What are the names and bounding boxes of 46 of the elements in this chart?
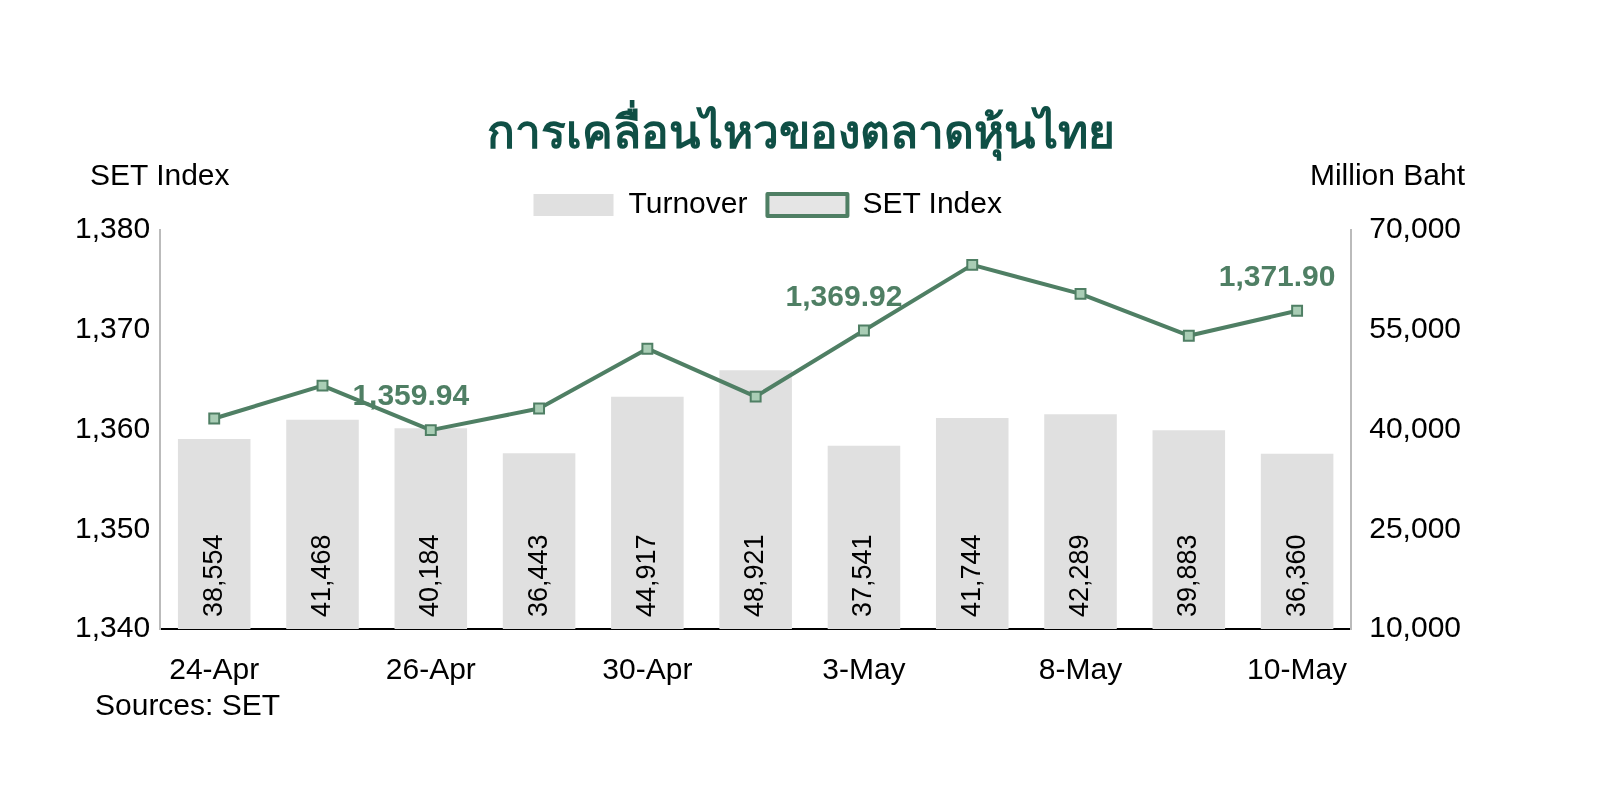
y2-axis-title: Million Baht (1309, 158, 1466, 192)
data-label: 37,541 (847, 534, 878, 617)
y-tick-label: 1,380 (75, 211, 151, 245)
point (749, 390, 762, 403)
y2-tick-label: 10,000 (1369, 610, 1462, 644)
y2-tick-label: 25,000 (1369, 510, 1462, 544)
data-label: 39,883 (1172, 534, 1203, 617)
y-tick-label: 1,370 (75, 311, 151, 345)
data-label: 36,360 (1280, 534, 1311, 617)
data-label: 42,289 (1063, 534, 1094, 617)
data-label: 36,443 (522, 534, 553, 617)
data-label: 41,468 (305, 534, 336, 617)
data-label: 1,369.92 (785, 278, 903, 312)
data-label: 38,554 (197, 534, 228, 617)
y-tick-label: 1,340 (75, 610, 151, 644)
point (424, 424, 437, 437)
y2-tick-label: 70,000 (1369, 211, 1462, 245)
legend-label: Turnover (628, 186, 748, 220)
data-label: 48,921 (739, 534, 770, 617)
source-note: Sources: SET (95, 688, 281, 722)
y2-tick-label: 55,000 (1369, 311, 1462, 345)
y-axis-title: SET Index (90, 158, 230, 192)
point (1074, 287, 1087, 300)
x-tick-label: 8-May (1038, 652, 1123, 686)
point (1291, 304, 1304, 317)
legend-label: SET Index (862, 186, 1002, 220)
x-tick-label: 26-Apr (385, 652, 476, 686)
x-tick-label: 3-May (822, 652, 906, 686)
data-label: 40,184 (414, 534, 445, 617)
point (966, 258, 979, 271)
point (208, 412, 221, 425)
data-label: 1,359.94 (352, 378, 470, 412)
x-tick-label: 24-Apr (169, 652, 260, 686)
y2-tick-label: 40,000 (1369, 410, 1462, 444)
x-tick-label: 30-Apr (602, 652, 693, 686)
data-label: 1,371.90 (1218, 259, 1336, 293)
point (533, 402, 546, 415)
point (858, 324, 870, 337)
y-tick-label: 1,360 (75, 410, 151, 444)
point (641, 342, 654, 355)
y-tick-label: 1,350 (75, 510, 151, 544)
x-tick-label: 10-May (1247, 652, 1348, 686)
data-label: 44,917 (630, 534, 661, 617)
point (1182, 329, 1195, 342)
data-label: 41,744 (955, 534, 986, 617)
point (316, 379, 329, 392)
